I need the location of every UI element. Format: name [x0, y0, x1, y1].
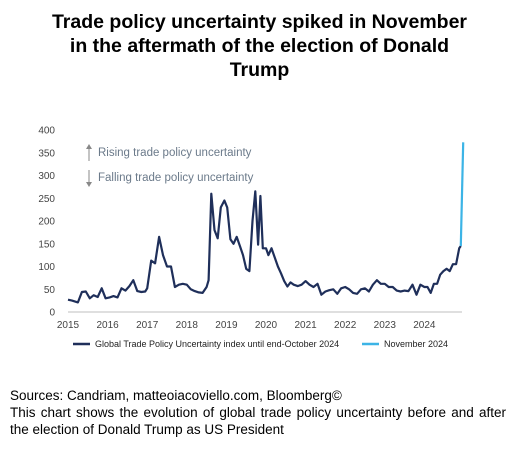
rising-annotation: Rising trade policy uncertainty	[86, 144, 252, 161]
chart-annotations: Rising trade policy uncertainty Falling …	[86, 144, 254, 187]
chart-legend: Global Trade Policy Uncertainty index un…	[73, 339, 448, 349]
legend-label-gtpu-index: Global Trade Policy Uncertainty index un…	[95, 339, 339, 349]
x-tick-label: 2020	[255, 320, 278, 331]
legend-label-november-2024: November 2024	[384, 339, 448, 349]
x-tick-label: 2022	[334, 320, 357, 331]
x-tick-label: 2015	[57, 320, 80, 331]
x-tick-label: 2016	[96, 320, 119, 331]
description-text: This chart shows the evolution of global…	[10, 405, 506, 437]
legend-item-gtpu-index: Global Trade Policy Uncertainty index un…	[73, 339, 339, 349]
x-tick-label: 2024	[413, 320, 436, 331]
series-line-november-2024	[459, 142, 465, 247]
y-tick-label: 150	[38, 239, 55, 250]
y-tick-label: 250	[38, 194, 55, 205]
y-tick-label: 200	[38, 217, 55, 228]
x-axis-ticks: 2015 2016 2017 2018 2019 2020 2021 2022 2023 2024	[57, 320, 436, 331]
chart-footer: Sources: Candriam, matteoiacoviello.com,…	[10, 387, 506, 438]
x-tick-label: 2021	[294, 320, 317, 331]
legend-item-november-2024: November 2024	[362, 339, 448, 349]
y-tick-label: 400	[38, 126, 55, 137]
y-tick-label: 350	[38, 148, 55, 159]
falling-annotation: Falling trade policy uncertainty	[86, 170, 254, 187]
x-tick-label: 2023	[374, 320, 397, 331]
x-tick-label: 2018	[176, 320, 199, 331]
y-tick-label: 300	[38, 171, 55, 182]
x-tick-label: 2019	[215, 320, 238, 331]
title-line-1: Trade policy uncertainty spiked in Novem…	[51, 11, 468, 33]
falling-annotation-text: Falling trade policy uncertainty	[98, 172, 254, 184]
sources-text: Sources: Candriam, matteoiacoviello.com,…	[10, 388, 342, 403]
x-tick-label: 2017	[136, 320, 159, 331]
rising-annotation-text: Rising trade policy uncertainty	[98, 147, 252, 159]
title-line-3: Trump	[229, 59, 290, 81]
y-tick-label: 50	[44, 285, 56, 296]
chart-title: Trade policy uncertainty spiked in Novem…	[0, 10, 519, 82]
series-line-gtpu-index	[67, 190, 462, 304]
y-tick-label: 0	[49, 308, 55, 319]
y-tick-label: 100	[38, 262, 55, 273]
title-line-2: in the aftermath of the election of Dona…	[69, 35, 450, 57]
y-axis-ticks: 0 50 100 150 200 250 300 350 400	[38, 126, 55, 319]
